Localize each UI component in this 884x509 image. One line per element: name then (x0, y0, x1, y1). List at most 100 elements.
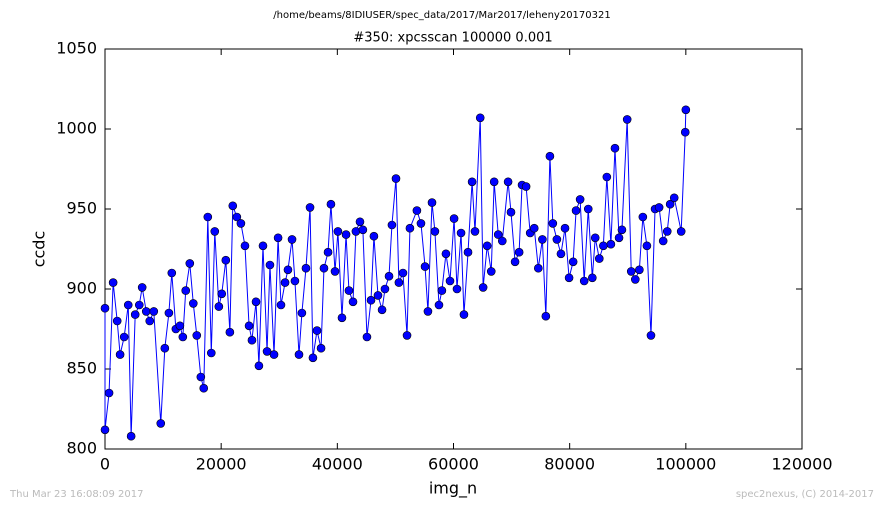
data-point (398, 268, 408, 278)
data-point (358, 225, 368, 235)
data-point (228, 201, 238, 211)
data-point (475, 113, 485, 123)
data-point (337, 313, 347, 323)
data-point (130, 310, 140, 319)
data-point (445, 276, 455, 286)
data-point (642, 241, 652, 251)
data-point (538, 235, 547, 244)
data-point (564, 273, 574, 283)
data-point (297, 308, 307, 318)
data-point (521, 182, 531, 191)
data-point (137, 283, 147, 292)
data-point (134, 300, 144, 310)
data-point (258, 241, 268, 251)
data-point (221, 255, 231, 265)
data-point (423, 307, 433, 316)
data-point (280, 278, 290, 287)
data-point (351, 227, 361, 236)
chart-title: /home/beams/8IDIUSER/spec_data/2017/Mar2… (273, 10, 610, 21)
data-point (251, 297, 261, 307)
data-point (262, 347, 272, 356)
data-point (486, 267, 496, 276)
data-point (658, 236, 668, 246)
data-point (167, 268, 177, 278)
data-point (269, 350, 279, 359)
data-point (599, 241, 608, 251)
data-point (441, 249, 451, 259)
data-point (287, 235, 297, 244)
data-point (119, 332, 129, 342)
data-point (556, 249, 566, 259)
data-point (420, 262, 430, 271)
data-point (301, 263, 311, 273)
data-point (333, 227, 343, 236)
data-point (412, 206, 422, 215)
data-point (156, 419, 166, 428)
data-point (552, 235, 562, 244)
data-line (104, 109, 687, 437)
data-point (108, 278, 118, 287)
data-point (312, 326, 322, 335)
data-point (199, 383, 209, 393)
data-point (181, 286, 191, 295)
data-point (489, 177, 499, 187)
y-tick-label: 950 (66, 199, 97, 218)
data-point (149, 307, 159, 316)
data-point (545, 151, 555, 161)
data-point (377, 305, 387, 315)
data-point (126, 431, 136, 441)
data-point (626, 267, 636, 276)
data-point (236, 219, 246, 228)
data-point (493, 230, 503, 239)
data-point (681, 105, 691, 115)
data-point (449, 214, 459, 223)
data-point (434, 300, 444, 310)
data-point (665, 199, 675, 209)
data-point (305, 203, 315, 212)
data-point (391, 174, 401, 183)
data-point (175, 321, 185, 331)
data-point (240, 241, 250, 251)
x-tick-label: 120000 (771, 455, 832, 474)
data-point (319, 263, 329, 273)
data-point (583, 204, 593, 214)
data-point (506, 207, 516, 217)
chart-subtitle: #350: xpcsscan 100000 0.001 (353, 31, 552, 46)
data-point (188, 299, 198, 308)
data-point (100, 425, 110, 435)
data-point (614, 233, 624, 243)
data-point (680, 127, 690, 137)
data-point (294, 350, 304, 359)
data-point (185, 259, 195, 268)
y-tick-label: 1000 (56, 119, 97, 138)
data-point (373, 291, 383, 300)
data-point (254, 361, 264, 371)
data-point (141, 307, 151, 316)
data-point (217, 289, 227, 299)
data-point (112, 316, 122, 326)
data-point (467, 177, 477, 187)
data-point (510, 257, 520, 267)
data-point (402, 331, 412, 340)
data-point (344, 286, 354, 295)
data-point (459, 310, 469, 319)
data-point (326, 199, 336, 209)
data-point (602, 172, 612, 182)
data-point (541, 311, 551, 321)
data-point (341, 230, 351, 239)
footer-right: spec2nexus, (C) 2014-2017 (736, 489, 874, 500)
data-point (617, 225, 627, 235)
data-point (497, 236, 507, 246)
data-point (115, 350, 125, 359)
data-point (478, 283, 488, 292)
data-point (330, 267, 340, 276)
data-point (196, 372, 206, 382)
data-point (610, 143, 620, 153)
data-point (273, 233, 283, 243)
x-tick-label: 60000 (428, 455, 479, 474)
data-point (427, 198, 437, 207)
data-point (214, 302, 224, 311)
x-tick-label: 80000 (544, 455, 595, 474)
data-point (362, 332, 372, 342)
data-point (437, 286, 447, 295)
